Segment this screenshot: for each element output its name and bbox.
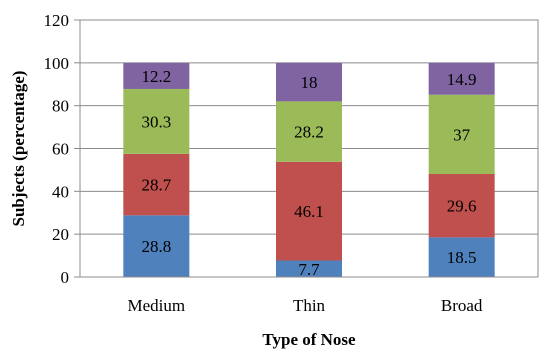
bar-segment (428, 237, 495, 277)
x-category-labels: Medium Thin Broad (128, 296, 483, 315)
y-tick-label: 80 (52, 97, 69, 116)
y-axis-title: Subjects (percentage) (9, 71, 28, 227)
data-label: 46.1 (294, 202, 324, 221)
y-tick-label: 0 (61, 268, 70, 287)
axes (74, 19, 539, 278)
y-tick-label: 100 (44, 54, 70, 73)
x-category-label: Medium (128, 296, 186, 315)
data-label: 28.8 (141, 237, 171, 256)
data-label: 7.7 (298, 260, 320, 279)
x-category-label: Thin (293, 296, 326, 315)
bar-segment (276, 161, 342, 261)
x-axis-title: Type of Nose (262, 330, 356, 349)
data-label: 28.2 (294, 123, 324, 142)
data-label: 12.2 (141, 67, 171, 86)
y-tick-label: 40 (52, 182, 69, 201)
x-category-label: Broad (441, 296, 483, 315)
data-labels: 28.8 28.7 30.3 12.2 7.7 46.1 28.2 18 18.5 29.6 37 1… (141, 67, 476, 279)
bar-segment (428, 94, 495, 174)
y-tick-labels: 0 20 40 60 80 100 120 (44, 11, 70, 287)
y-tick-label: 20 (52, 225, 69, 244)
bar-segment (428, 62, 495, 95)
data-label: 14.9 (447, 70, 477, 89)
data-label: 30.3 (141, 112, 171, 131)
data-label: 18.5 (447, 248, 477, 267)
data-label: 28.7 (141, 176, 171, 195)
data-label: 37 (453, 125, 471, 144)
bar-segment (123, 215, 190, 277)
y-tick-label: 60 (52, 140, 69, 159)
bar-segment (276, 62, 342, 102)
y-tick-label: 120 (44, 11, 70, 30)
bar-segment (123, 62, 190, 89)
bar-segment (276, 260, 342, 277)
bar-segment (123, 88, 190, 154)
bar-segment (276, 101, 342, 162)
bars (123, 62, 495, 277)
data-label: 29.6 (447, 197, 477, 216)
bar-segment (123, 153, 190, 216)
bar-segment (428, 173, 495, 238)
data-label: 18 (301, 73, 318, 92)
